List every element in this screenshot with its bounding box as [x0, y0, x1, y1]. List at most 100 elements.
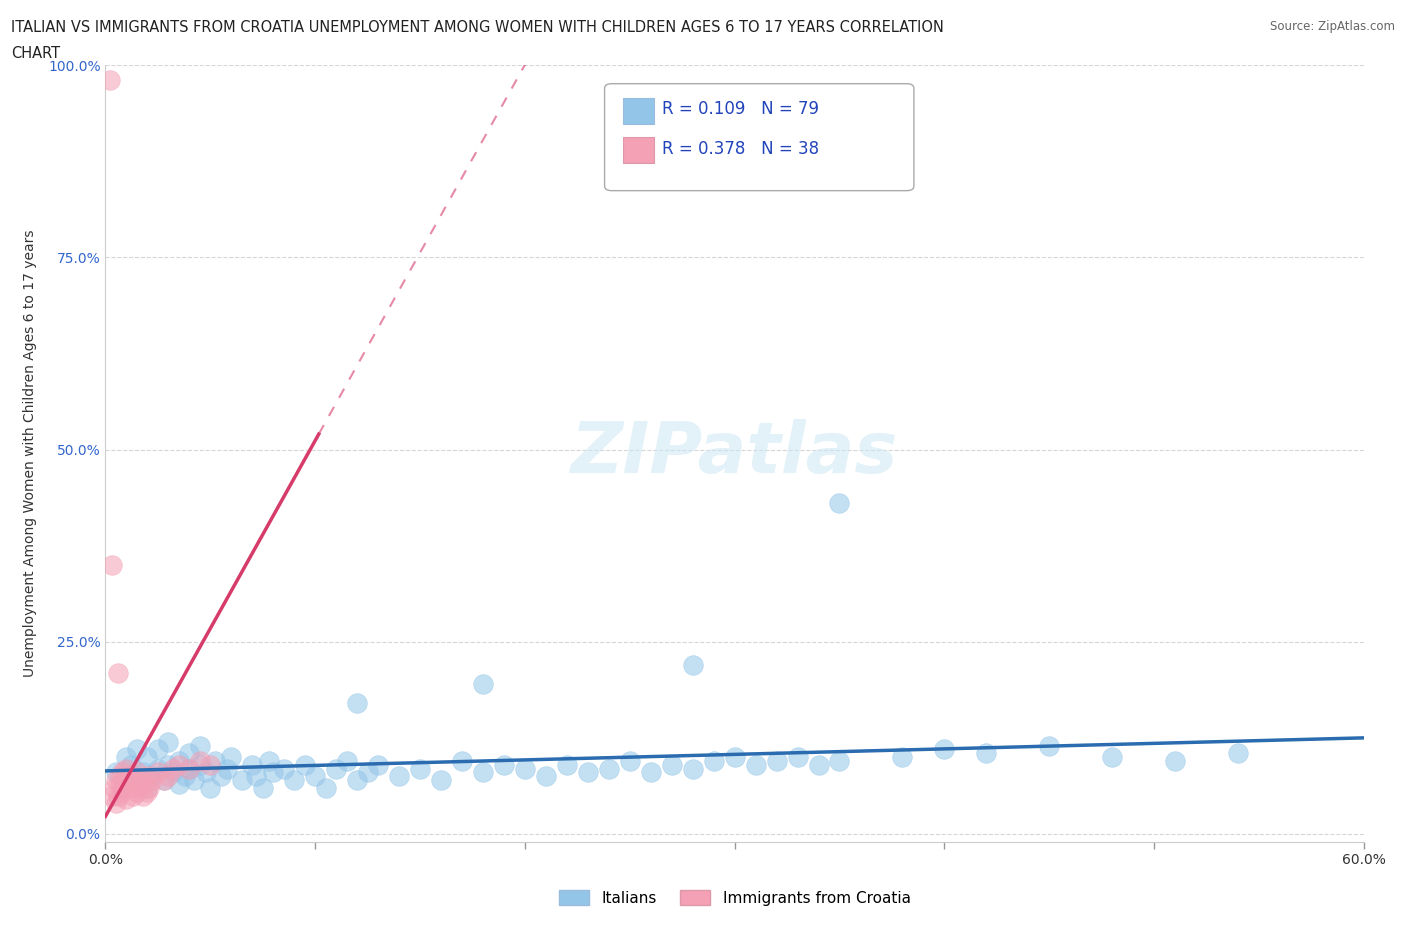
Point — [136, 780, 159, 795]
Point — [492, 757, 515, 772]
Point — [598, 761, 620, 776]
Point — [1164, 753, 1187, 768]
Point — [157, 757, 180, 772]
Point — [682, 658, 704, 672]
Point — [100, 557, 122, 572]
Point — [121, 788, 143, 803]
Point — [356, 765, 378, 780]
Point — [107, 788, 129, 803]
Point — [136, 769, 159, 784]
Point — [346, 696, 368, 711]
Point — [195, 765, 218, 780]
Point — [200, 757, 222, 772]
Point — [103, 780, 125, 795]
Point — [129, 773, 152, 788]
Point — [108, 769, 131, 784]
Point — [100, 788, 122, 803]
Point — [132, 788, 155, 803]
Point — [141, 769, 163, 784]
Point — [125, 784, 148, 799]
Point — [703, 753, 725, 768]
Point — [115, 773, 138, 788]
Point — [125, 773, 148, 788]
Point — [146, 742, 169, 757]
Text: CHART: CHART — [11, 46, 60, 61]
Point — [115, 761, 138, 776]
Point — [157, 735, 180, 750]
Point — [146, 765, 169, 780]
Point — [128, 780, 150, 795]
Point — [104, 765, 127, 780]
Point — [111, 784, 134, 799]
Point — [107, 665, 129, 680]
Point — [188, 757, 211, 772]
Point — [534, 769, 557, 784]
Text: ZIPatlas: ZIPatlas — [571, 418, 898, 488]
Point — [112, 780, 135, 795]
Point — [146, 761, 169, 776]
Point — [807, 757, 830, 772]
Point — [304, 769, 326, 784]
Point — [167, 777, 190, 791]
Point — [471, 765, 495, 780]
Point — [765, 753, 787, 768]
Legend: Italians, Immigrants from Croatia: Italians, Immigrants from Croatia — [553, 884, 917, 911]
Point — [786, 750, 808, 764]
Point — [661, 757, 683, 772]
Point — [204, 753, 226, 768]
Point — [141, 773, 163, 788]
Point — [157, 769, 180, 784]
Point — [336, 753, 359, 768]
Point — [153, 773, 176, 788]
Point — [471, 677, 495, 692]
Text: ITALIAN VS IMMIGRANTS FROM CROATIA UNEMPLOYMENT AMONG WOMEN WITH CHILDREN AGES 6: ITALIAN VS IMMIGRANTS FROM CROATIA UNEMP… — [11, 20, 943, 35]
Point — [162, 765, 184, 780]
Point — [723, 750, 745, 764]
Point — [167, 753, 190, 768]
Point — [219, 750, 242, 764]
Point — [619, 753, 641, 768]
Point — [430, 773, 453, 788]
Point — [240, 757, 263, 772]
Point — [640, 765, 662, 780]
Point — [153, 773, 176, 788]
Point — [136, 750, 159, 764]
Point — [315, 780, 337, 795]
Point — [132, 765, 155, 780]
Point — [117, 780, 139, 795]
Point — [576, 765, 599, 780]
Point — [367, 757, 389, 772]
Point — [200, 780, 222, 795]
Point — [325, 761, 347, 776]
Point — [252, 780, 274, 795]
Point — [283, 773, 305, 788]
Point — [179, 761, 201, 776]
Point — [209, 769, 232, 784]
Point — [188, 753, 211, 768]
Point — [104, 796, 127, 811]
Point — [124, 777, 146, 791]
Point — [682, 761, 704, 776]
Point — [188, 738, 211, 753]
Text: Source: ZipAtlas.com: Source: ZipAtlas.com — [1270, 20, 1395, 33]
Point — [231, 773, 253, 788]
Point — [115, 792, 138, 807]
Point — [104, 773, 127, 788]
Text: R = 0.378   N = 38: R = 0.378 N = 38 — [662, 140, 820, 158]
Point — [451, 753, 474, 768]
Point — [294, 757, 316, 772]
Point — [125, 765, 148, 780]
Text: R = 0.109   N = 79: R = 0.109 N = 79 — [662, 100, 820, 118]
Point — [257, 753, 280, 768]
Point — [976, 746, 998, 761]
Point — [409, 761, 432, 776]
Point — [217, 761, 239, 776]
Point — [1038, 738, 1060, 753]
Point — [125, 742, 148, 757]
Point — [108, 777, 131, 791]
Point — [179, 746, 201, 761]
Point — [388, 769, 411, 784]
Point — [179, 761, 201, 776]
Point — [111, 780, 134, 795]
Point — [934, 742, 956, 757]
